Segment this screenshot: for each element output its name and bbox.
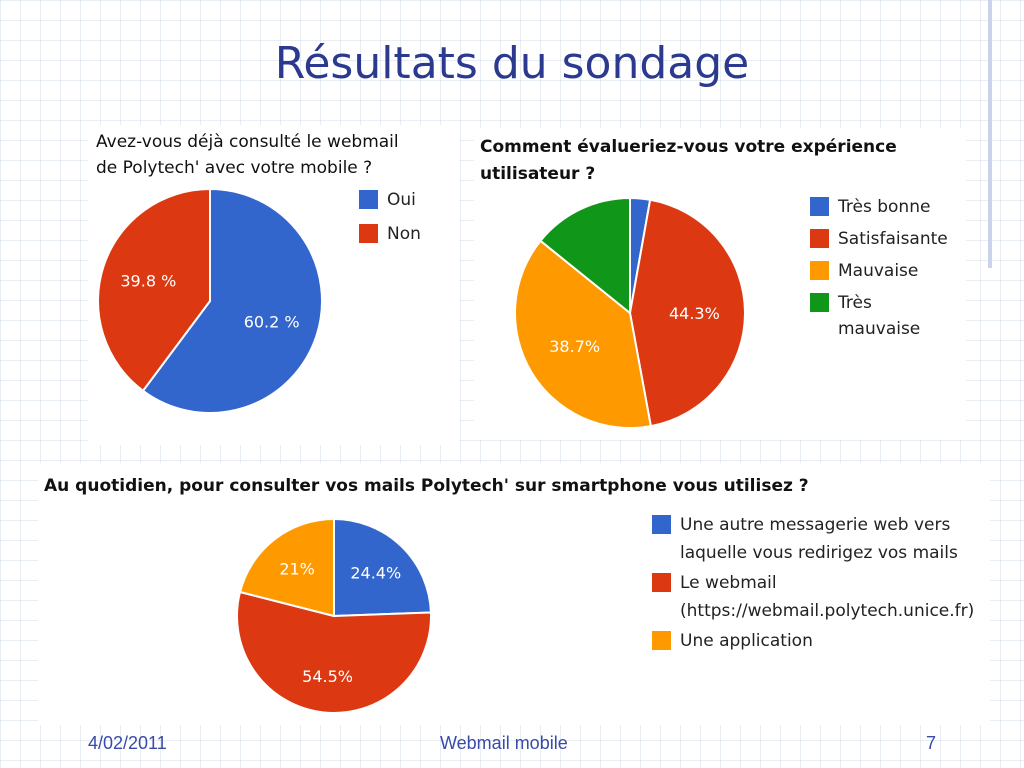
chart-2-pie: 44.3% 38.7% bbox=[514, 196, 746, 429]
chart-3-title: Au quotidien, pour consulter vos mails P… bbox=[44, 473, 809, 499]
chart-1-title: Avez-vous déjà consulté le webmail de Po… bbox=[96, 129, 399, 181]
chart-1-slice-label-0: 60.2 % bbox=[244, 312, 300, 331]
decorative-vertical-line bbox=[988, 0, 992, 268]
chart-3-legend-label-2: Une application bbox=[680, 631, 813, 651]
chart-3-slice-label-0: 24.4% bbox=[350, 564, 401, 583]
slide-title: Résultats du sondage bbox=[274, 38, 750, 89]
chart-2-slice-label-1: 44.3% bbox=[669, 304, 720, 323]
chart-1-slice-0 bbox=[141, 187, 323, 414]
chart-2-slice-1 bbox=[628, 198, 746, 428]
chart-2-slice-2 bbox=[514, 239, 653, 429]
chart-1-legend-swatch-0 bbox=[359, 190, 378, 209]
chart-1-title-line: Avez-vous déjà consulté le webmail bbox=[96, 132, 399, 152]
chart-3-legend-label-1: Le webmail bbox=[680, 573, 777, 593]
chart-3-slice-label-1: 54.5% bbox=[302, 667, 353, 686]
chart-2-legend-swatch-3 bbox=[810, 293, 829, 312]
chart-2-panel: Comment évalueriez-vous votre expérience… bbox=[474, 128, 966, 440]
chart-2-slice-3 bbox=[539, 196, 631, 316]
chart-3-panel: Au quotidien, pour consulter vos mails P… bbox=[38, 463, 990, 725]
chart-2-title: Comment évalueriez-vous votre expérience… bbox=[480, 134, 897, 188]
chart-3-legend-swatch-1 bbox=[652, 573, 671, 592]
chart-1-legend-swatch-1 bbox=[359, 224, 378, 243]
chart-3-legend-swatch-2 bbox=[652, 631, 671, 650]
chart-3-slice-2 bbox=[238, 517, 335, 618]
chart-2-legend-label-0: Très bonne bbox=[838, 197, 931, 217]
footer-center: Webmail mobile bbox=[440, 733, 568, 753]
chart-2-title-line: utilisateur ? bbox=[480, 164, 596, 184]
chart-3-pie: 24.4% 54.5% 21% bbox=[236, 517, 432, 714]
chart-1-slice-1 bbox=[97, 187, 211, 393]
chart-2-title-line: Comment évalueriez-vous votre expérience bbox=[480, 137, 897, 157]
chart-2-legend-swatch-0 bbox=[810, 197, 829, 216]
chart-3-title-line: Au quotidien, pour consulter vos mails P… bbox=[44, 476, 809, 496]
chart-3-legend-label-1: (https://webmail.polytech.unice.fr) bbox=[680, 601, 975, 621]
footer-date: 4/02/2011 bbox=[88, 733, 167, 753]
chart-1-slice-label-1: 39.8 % bbox=[120, 272, 176, 291]
chart-1-legend-label-1: Non bbox=[387, 224, 421, 244]
chart-3-legend-label-0: laquelle vous redirigez vos mails bbox=[680, 543, 958, 563]
chart-1-legend-label-0: Oui bbox=[387, 190, 416, 210]
chart-2-slice-label-2: 38.7% bbox=[549, 337, 600, 356]
chart-2-legend-swatch-2 bbox=[810, 261, 829, 280]
chart-3-slice-1 bbox=[236, 590, 432, 714]
chart-2-legend-label-2: Mauvaise bbox=[838, 261, 919, 281]
chart-3-slice-0 bbox=[333, 517, 432, 618]
chart-2-legend-swatch-1 bbox=[810, 229, 829, 248]
chart-2-legend-label-3: mauvaise bbox=[838, 319, 921, 339]
chart-3-legend-label-0: Une autre messagerie web vers bbox=[680, 515, 951, 535]
chart-2-legend-label-3: Très bbox=[838, 293, 872, 313]
chart-2-legend-label-1: Satisfaisante bbox=[838, 229, 948, 249]
chart-1-title-line: de Polytech' avec votre mobile ? bbox=[96, 158, 373, 178]
footer-page-number: 7 bbox=[926, 733, 937, 753]
chart-3-slice-label-2: 21% bbox=[279, 560, 315, 579]
chart-1-panel: Avez-vous déjà consulté le webmail de Po… bbox=[88, 125, 460, 445]
chart-3-legend-swatch-0 bbox=[652, 515, 671, 534]
chart-1-pie: 60.2 % 39.8 % bbox=[97, 187, 323, 414]
